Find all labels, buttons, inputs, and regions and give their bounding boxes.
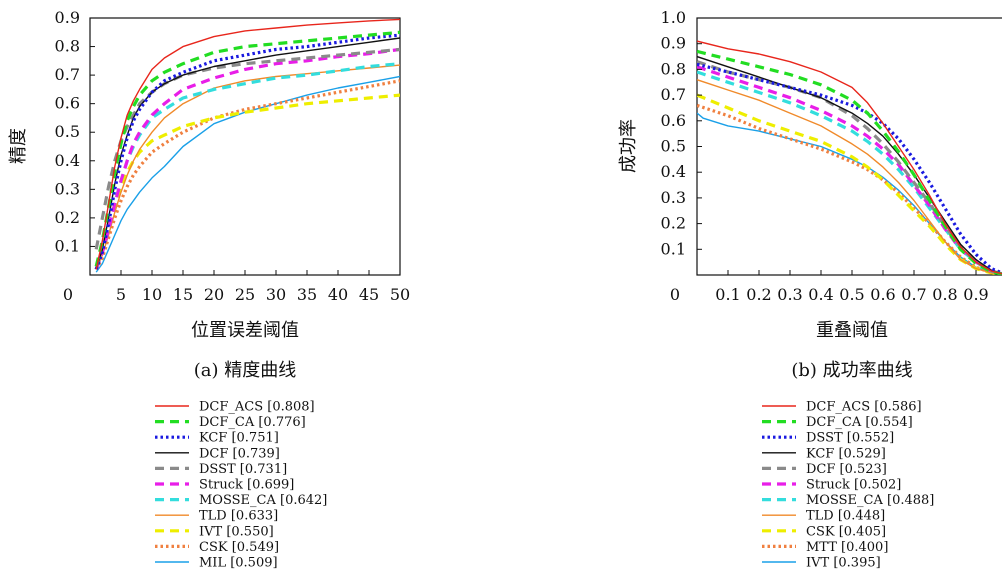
- y-tick-label: 0.1: [661, 239, 686, 258]
- series-line: [697, 70, 1002, 275]
- y-tick-label: 0.4: [55, 151, 80, 170]
- y-tick-label: 0.7: [55, 65, 80, 84]
- legend-label: TLD [0.633]: [199, 509, 278, 524]
- legend-label: KCF [0.751]: [199, 431, 279, 446]
- series-line: [95, 18, 400, 270]
- series-line: [697, 93, 1002, 275]
- success-caption: (b) 成功率曲线: [791, 360, 912, 381]
- legend-label: DCF [0.523]: [806, 462, 887, 477]
- precision-caption: (a) 精度曲线: [194, 360, 297, 381]
- x-tick-label: 0.6: [870, 285, 895, 304]
- legend-label: DCF_ACS [0.586]: [806, 400, 922, 415]
- x-tick-label: 0.5: [839, 285, 864, 304]
- legend-label: DCF_CA [0.554]: [806, 415, 913, 430]
- series-line: [697, 103, 1002, 275]
- y-tick-label: 0.9: [661, 34, 686, 53]
- success-xlabel: 重叠阈值: [816, 320, 888, 341]
- y-tick-label: 0.1: [55, 236, 80, 255]
- series-line: [95, 75, 400, 273]
- legend-label: MOSSE_CA [0.642]: [199, 493, 327, 508]
- y-tick-label: 0.9: [55, 8, 80, 27]
- legend-label: DCF_ACS [0.808]: [199, 400, 315, 415]
- y-tick-label: 0.6: [55, 94, 80, 113]
- x-tick-label: 0.9: [963, 285, 988, 304]
- y-tick-label: 0.4: [661, 162, 686, 181]
- series-line: [94, 47, 400, 270]
- series-line: [94, 79, 400, 271]
- series-line: [94, 30, 400, 267]
- series-line: [697, 112, 1002, 275]
- y-tick-label: 0.3: [661, 188, 686, 207]
- legend-label: IVT [0.395]: [806, 556, 881, 571]
- x-tick-label: 0.4: [808, 285, 833, 304]
- series-line: [697, 65, 1002, 275]
- x-tick-label: 0.7: [901, 285, 926, 304]
- legend-label: MTT [0.400]: [806, 540, 888, 555]
- x-tick-label: 35: [297, 285, 317, 304]
- series-line: [94, 93, 400, 270]
- x-tick-label: 0: [670, 285, 680, 304]
- y-tick-label: 0.7: [661, 85, 686, 104]
- legend-label: DCF [0.739]: [199, 446, 280, 461]
- legend-label: TLD [0.448]: [806, 509, 885, 524]
- x-tick-label: 15: [173, 285, 193, 304]
- x-tick-label: 0.2: [746, 285, 771, 304]
- y-tick-label: 0.8: [55, 37, 80, 56]
- legend-label: CSK [0.549]: [199, 540, 279, 555]
- series-line: [94, 47, 400, 250]
- legend-label: IVT [0.550]: [199, 524, 274, 539]
- precision-ylabel: 精度: [8, 128, 29, 164]
- y-tick-label: 0.5: [661, 137, 686, 156]
- legend-label: CSK [0.405]: [806, 524, 886, 539]
- y-tick-label: 0.5: [55, 122, 80, 141]
- x-tick-label: 0.3: [777, 285, 802, 304]
- y-tick-label: 0.3: [55, 179, 80, 198]
- y-tick-label: 0.8: [661, 59, 686, 78]
- x-tick-label: 30: [266, 285, 286, 304]
- legend-label: DSST [0.731]: [199, 462, 287, 477]
- x-tick-label: 0.8: [932, 285, 957, 304]
- success-plot-frame: [696, 17, 1002, 276]
- series-line: [94, 62, 400, 270]
- x-tick-label: 10: [142, 285, 162, 304]
- x-tick-label: 50: [390, 285, 410, 304]
- series-line: [95, 37, 400, 270]
- y-tick-label: 0.2: [55, 208, 80, 227]
- x-tick-label: 20: [204, 285, 224, 304]
- x-tick-label: 0.1: [715, 285, 740, 304]
- x-tick-label: 0: [63, 285, 73, 304]
- legend-label: KCF [0.529]: [806, 446, 886, 461]
- legend-label: Struck [0.699]: [199, 478, 294, 493]
- success-ylabel: 成功率: [618, 119, 639, 173]
- series-line: [697, 55, 1002, 275]
- series-line: [697, 40, 1002, 275]
- precision-plot: 0.1 0.2 0.3 0.4 0.5 0.6 0.7 0.8 0.9 0 5 10 15 20 25 30…: [8, 8, 410, 571]
- success-plot: 0.1 0.2 0.3 0.4 0.5 0.6 0.7 0.8 0.9 1.0 0 0.1 0.2 0.…: [618, 8, 1002, 571]
- x-tick-label: 40: [328, 285, 348, 304]
- series-line: [95, 64, 400, 270]
- y-tick-label: 0.6: [661, 111, 686, 130]
- x-tick-label: 45: [359, 285, 379, 304]
- precision-xlabel: 位置误差阈值: [191, 320, 299, 341]
- series-line: [697, 49, 1002, 275]
- series-line: [697, 79, 1002, 275]
- legend-label: DSST [0.552]: [806, 431, 894, 446]
- legend-label: DCF_CA [0.776]: [199, 415, 306, 430]
- legend-label: Struck [0.502]: [806, 478, 901, 493]
- x-tick-label: 5: [116, 285, 126, 304]
- legend-label: MOSSE_CA [0.488]: [806, 493, 934, 508]
- x-tick-label: 25: [235, 285, 255, 304]
- legend-label: MIL [0.509]: [199, 556, 278, 571]
- y-tick-label: 1.0: [661, 8, 686, 27]
- y-tick-label: 0.2: [661, 214, 686, 233]
- series-line: [697, 60, 1002, 275]
